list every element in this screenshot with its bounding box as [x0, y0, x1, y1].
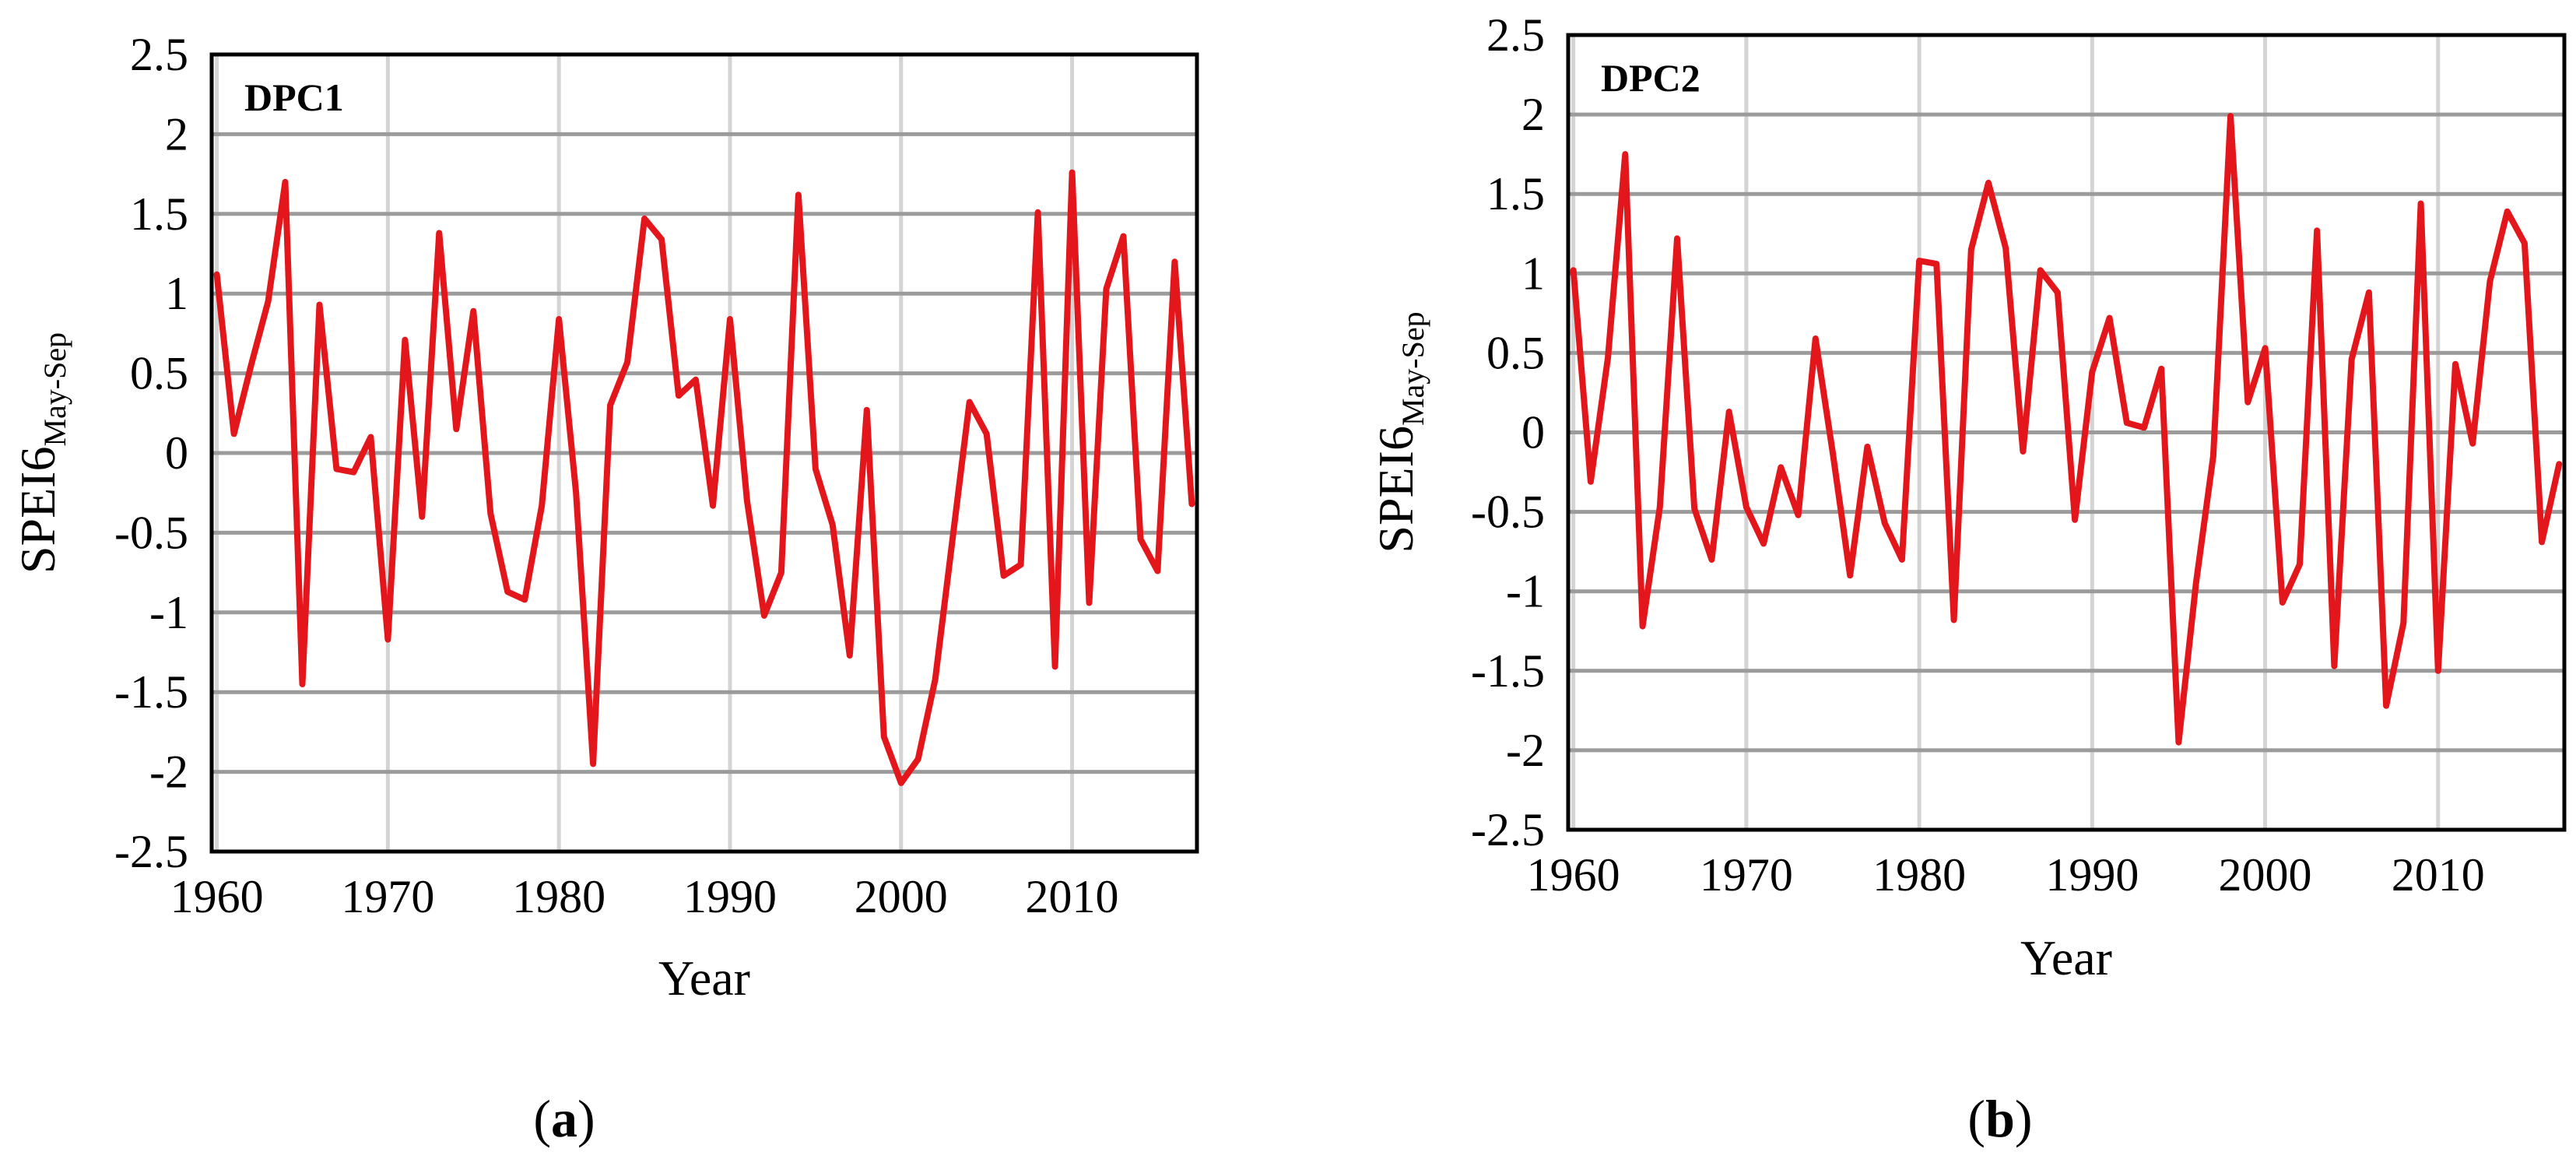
caption-open-paren: (: [1967, 1089, 1985, 1148]
x-tick-label: 2000: [2219, 849, 2312, 901]
y-axis-title: SPEI6May-Sep: [10, 332, 72, 574]
x-tick-label: 1980: [512, 871, 605, 922]
y-tick-label: -2: [149, 746, 188, 798]
y-tick-label: 0: [165, 427, 188, 479]
y-axis-title-main: SPEI6: [10, 447, 65, 574]
x-tick-label: 1990: [683, 871, 777, 922]
x-tick-label: 2000: [855, 871, 948, 922]
y-tick-label: 0: [1521, 407, 1545, 458]
caption-open-paren: (: [533, 1089, 551, 1148]
y-tick-label: -1: [1506, 566, 1545, 617]
y-axis-title-main: SPEI6: [1368, 426, 1423, 553]
x-tick-label: 1990: [2045, 849, 2139, 901]
y-axis-title: SPEI6May-Sep: [1368, 311, 1430, 553]
y-tick-label: 2: [165, 108, 188, 160]
x-axis-title: Year: [658, 950, 750, 1006]
y-tick-label: -1.5: [114, 666, 188, 718]
y-axis-title-subscript: May-Sep: [37, 332, 72, 447]
y-tick-labels: 2.5 2 1.5 1 0.5 0 -0.5 -1 -1.5 -2 -2.5: [1471, 9, 1545, 855]
y-tick-label: 0.5: [1486, 327, 1545, 378]
y-tick-label: -1: [149, 587, 188, 638]
y-tick-label: 2.5: [130, 29, 188, 80]
panel-title: DPC2: [1601, 56, 1700, 100]
y-tick-label: 1: [1521, 248, 1545, 299]
x-tick-label: 1970: [341, 871, 434, 922]
panel-caption: (a): [533, 1089, 595, 1148]
x-tick-label: 2010: [2392, 849, 2485, 901]
x-tick-labels: 1960 1970 1980 1990 2000 2010: [170, 871, 1119, 922]
chart-panel-a: 2.5 2 1.5 1 0.5 0 -0.5 -1 -1.5 -2 -2.5 1960 1970 198…: [10, 29, 1199, 1148]
caption-close-paren: ): [577, 1089, 595, 1148]
x-tick-label: 1960: [170, 871, 264, 922]
y-tick-labels: 2.5 2 1.5 1 0.5 0 -0.5 -1 -1.5 -2 -2.5: [114, 29, 188, 877]
x-tick-label: 1980: [1872, 849, 1966, 901]
caption-letter: a: [551, 1089, 577, 1148]
chart-panel-b: 2.5 2 1.5 1 0.5 0 -0.5 -1 -1.5 -2 -2.5 1960 1970 198…: [1368, 9, 2567, 1148]
y-axis-title-subscript: May-Sep: [1395, 311, 1430, 426]
panel-title: DPC1: [244, 76, 344, 119]
x-tick-label: 2010: [1026, 871, 1119, 922]
y-tick-label: -2: [1506, 725, 1545, 776]
y-tick-label: -2.5: [114, 826, 188, 877]
y-tick-label: 1.5: [1486, 168, 1545, 220]
series-line-dpc1: [213, 169, 1195, 786]
y-tick-label: -0.5: [1471, 486, 1545, 538]
plot-frame: [1566, 33, 2567, 832]
caption-close-paren: ): [2015, 1089, 2033, 1148]
x-tick-label: 1970: [1700, 849, 1793, 901]
y-tick-label: -2.5: [1471, 804, 1545, 855]
y-tick-label: -0.5: [114, 507, 188, 558]
x-tick-label: 1960: [1527, 849, 1620, 901]
y-tick-label: 2.5: [1486, 9, 1545, 61]
y-tick-label: 2: [1521, 89, 1545, 140]
series-line-dpc2: [1570, 113, 2563, 746]
gridlines: [1568, 35, 2564, 830]
panel-caption: (b): [1967, 1089, 2032, 1148]
x-tick-labels: 1960 1970 1980 1990 2000 2010: [1527, 849, 2485, 901]
caption-letter: b: [1985, 1089, 2015, 1148]
plot-frame: [209, 52, 1199, 854]
x-axis-title: Year: [2020, 930, 2112, 985]
y-tick-label: 1.5: [130, 188, 188, 240]
y-tick-label: 1: [165, 268, 188, 319]
y-tick-label: 0.5: [130, 348, 188, 399]
y-tick-label: -1.5: [1471, 645, 1545, 697]
